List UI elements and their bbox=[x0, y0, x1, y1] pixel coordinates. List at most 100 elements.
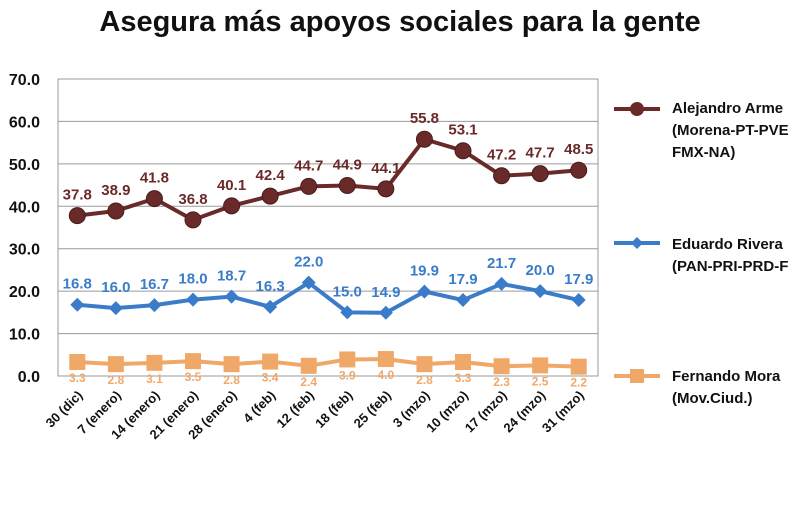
data-label: 2.8 bbox=[416, 373, 433, 387]
data-label: 3.4 bbox=[262, 371, 279, 385]
y-tick-label: 60.0 bbox=[9, 114, 40, 131]
legend-label-series-2: Eduardo Rivera (PAN-PRI-PRD-F bbox=[672, 236, 789, 275]
legend-marker-2 bbox=[631, 237, 643, 249]
data-point bbox=[338, 176, 356, 194]
data-point bbox=[147, 298, 162, 313]
data-point bbox=[223, 197, 241, 215]
data-label: 15.0 bbox=[333, 283, 362, 300]
data-label: 42.4 bbox=[256, 167, 286, 184]
data-point bbox=[456, 293, 470, 308]
data-point bbox=[185, 353, 201, 370]
data-point bbox=[107, 356, 124, 373]
y-tick-label: 20.0 bbox=[9, 284, 40, 301]
y-tick-label: 70.0 bbox=[9, 72, 40, 89]
data-label: 3.3 bbox=[455, 371, 472, 385]
data-label: 17.9 bbox=[564, 271, 593, 288]
data-point bbox=[186, 292, 200, 307]
data-point bbox=[301, 275, 316, 290]
data-point bbox=[69, 353, 86, 370]
x-tick-label: 31 (mzo) bbox=[539, 388, 587, 436]
data-label: 18.7 bbox=[217, 268, 246, 285]
data-point bbox=[261, 187, 279, 205]
y-tick-label: 0.0 bbox=[18, 369, 40, 386]
data-point bbox=[68, 207, 86, 225]
y-tick-label: 50.0 bbox=[9, 157, 40, 174]
data-point bbox=[416, 356, 433, 373]
data-label: 19.9 bbox=[410, 263, 439, 280]
data-label: 2.4 bbox=[300, 375, 317, 389]
data-point bbox=[417, 284, 432, 299]
data-label: 53.1 bbox=[448, 122, 477, 139]
data-label: 2.2 bbox=[570, 376, 587, 390]
data-label: 47.2 bbox=[487, 147, 516, 164]
data-point bbox=[377, 351, 394, 368]
x-tick-label: 18 (feb) bbox=[312, 388, 355, 431]
data-point bbox=[531, 165, 549, 183]
chart-title: Asegura más apoyos sociales para la gent… bbox=[99, 6, 701, 38]
data-point bbox=[340, 305, 355, 320]
data-point bbox=[145, 190, 163, 208]
data-label: 16.3 bbox=[256, 278, 285, 295]
data-point bbox=[493, 167, 511, 185]
data-point bbox=[224, 289, 239, 304]
data-label: 3.9 bbox=[339, 368, 356, 382]
x-tick-label: 12 (feb) bbox=[274, 388, 317, 431]
legend-label-series-3: Fernando Mora (Mov.Ciud.) bbox=[672, 368, 781, 407]
data-point bbox=[223, 356, 240, 373]
data-label: 36.8 bbox=[178, 191, 207, 208]
data-label: 41.8 bbox=[140, 170, 169, 187]
plot-area bbox=[57, 78, 599, 377]
data-point bbox=[107, 202, 125, 220]
data-point bbox=[146, 354, 163, 371]
data-label: 2.8 bbox=[223, 373, 240, 387]
data-point bbox=[570, 358, 587, 375]
data-point bbox=[494, 276, 509, 291]
data-label: 48.5 bbox=[564, 141, 593, 158]
data-label: 2.8 bbox=[108, 373, 125, 387]
data-point bbox=[532, 357, 549, 374]
data-label: 16.7 bbox=[140, 276, 169, 293]
y-tick-label: 40.0 bbox=[9, 199, 40, 216]
data-label: 14.9 bbox=[371, 284, 400, 301]
data-label: 37.8 bbox=[63, 187, 92, 204]
data-label: 2.5 bbox=[532, 374, 549, 388]
legend-marker-3 bbox=[630, 369, 644, 383]
legend-marker-1 bbox=[630, 102, 644, 116]
data-point bbox=[455, 353, 471, 370]
data-point bbox=[454, 142, 472, 160]
data-label: 4.0 bbox=[378, 368, 395, 382]
data-label: 3.3 bbox=[69, 371, 86, 385]
data-point bbox=[377, 180, 395, 198]
data-point bbox=[70, 297, 85, 312]
data-point bbox=[533, 284, 548, 299]
data-label: 40.1 bbox=[217, 177, 246, 194]
data-label: 17.9 bbox=[448, 271, 477, 288]
y-tick-label: 10.0 bbox=[9, 327, 40, 344]
legend-label-series-1: Alejandro Arme (Morena-PT-PVE FMX-NA) bbox=[672, 100, 789, 161]
series-line-2 bbox=[77, 280, 580, 315]
y-tick-label: 30.0 bbox=[9, 242, 40, 259]
data-point bbox=[262, 353, 279, 370]
data-point bbox=[570, 161, 588, 179]
data-label: 18.0 bbox=[178, 271, 207, 288]
data-point bbox=[263, 299, 278, 314]
data-label: 2.3 bbox=[493, 375, 510, 389]
data-label: 38.9 bbox=[101, 182, 130, 199]
data-point bbox=[300, 177, 318, 195]
data-point bbox=[184, 211, 202, 229]
data-point bbox=[339, 351, 356, 368]
data-point bbox=[300, 357, 317, 374]
data-label: 22.0 bbox=[294, 254, 323, 271]
data-point bbox=[415, 130, 433, 148]
data-point bbox=[493, 358, 510, 375]
data-label: 16.0 bbox=[101, 279, 130, 296]
data-label: 44.1 bbox=[371, 160, 400, 177]
data-label: 47.7 bbox=[526, 145, 555, 162]
data-label: 55.8 bbox=[410, 110, 439, 127]
data-label: 44.9 bbox=[333, 156, 362, 173]
data-label: 3.1 bbox=[146, 372, 163, 386]
data-label: 44.7 bbox=[294, 157, 323, 174]
x-tick-label: 25 (feb) bbox=[351, 388, 394, 431]
data-label: 3.5 bbox=[185, 370, 202, 384]
